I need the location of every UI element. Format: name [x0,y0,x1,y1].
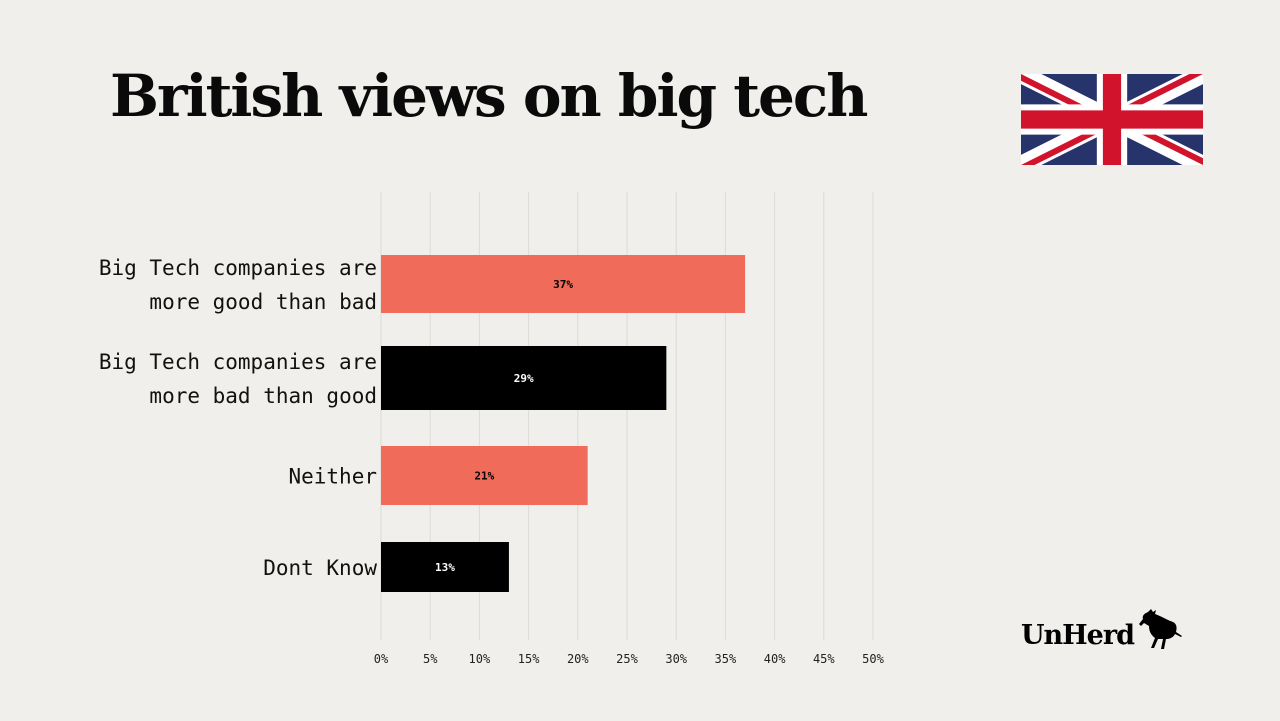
union-jack-flag-icon [1021,74,1203,165]
x-tick-label: 30% [665,652,687,666]
category-label: Big Tech companies are [99,350,377,374]
bar [381,542,509,592]
category-label: Big Tech companies are [99,256,377,280]
category-label: Dont Know [263,556,377,580]
x-tick-label: 5% [423,652,438,666]
bar [381,255,746,313]
bull-icon [1139,609,1182,649]
bar-data-label: 37% [553,278,573,291]
x-tick-label: 15% [518,652,540,666]
x-tick-label: 0% [374,652,389,666]
category-label: Neither [288,465,377,489]
x-tick-label: 40% [764,652,786,666]
x-tick-label: 45% [813,652,835,666]
x-tick-label: 10% [469,652,491,666]
x-tick-label: 25% [616,652,638,666]
x-tick-label: 35% [715,652,737,666]
x-tick-label: 50% [862,652,884,666]
logo-text: UnHerd [1021,620,1135,651]
category-label: more bad than good [149,384,377,408]
bar-data-label: 13% [435,561,455,574]
unherd-logo: UnHerd [1021,608,1186,660]
bar-data-label: 29% [514,372,534,385]
bar-data-label: 21% [474,470,494,483]
page-title: British views on big tech [110,62,868,130]
category-label: more good than bad [149,290,377,314]
bar [381,446,588,505]
bar [381,346,667,410]
x-tick-label: 20% [567,652,589,666]
